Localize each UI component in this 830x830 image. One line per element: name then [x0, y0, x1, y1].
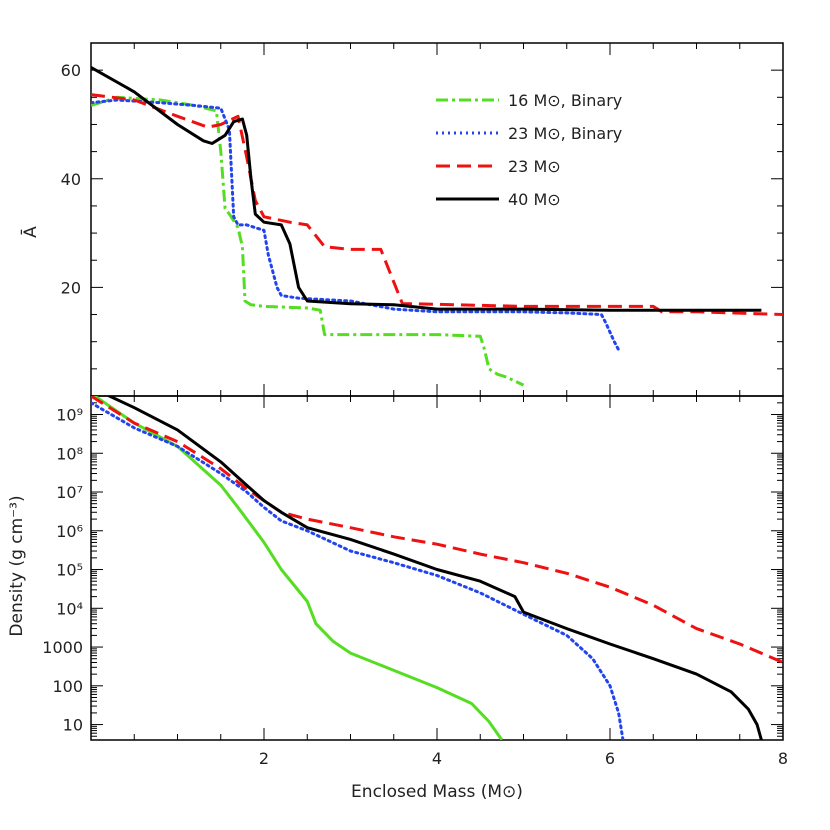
bottom-y-tick-label: 10⁸: [56, 444, 83, 463]
bottom-series-line-4: [105, 396, 763, 740]
top-y-axis-label: Ā: [19, 226, 41, 238]
bottom-y-tick-label: 100: [52, 677, 83, 696]
x-tick-label: 4: [432, 749, 442, 768]
bottom-y-tick-label: 10⁶: [56, 522, 83, 541]
top-y-tick-label: 20: [61, 278, 81, 297]
bottom-y-tick-label: 10: [63, 716, 83, 735]
top-panel-frame: [90, 42, 784, 397]
top-series-line-2: [91, 98, 621, 352]
legend: 16 M⊙, Binary 23 M⊙, Binary 23 M⊙ 40 M⊙: [436, 91, 622, 209]
bottom-y-tick-label: 1000: [42, 638, 83, 657]
x-tick-label: 2: [259, 749, 269, 768]
x-tick-label: 8: [778, 749, 788, 768]
bottom-panel: 2 4 6 8 10⁹ 10⁸ 10⁷ 10⁶ 10⁵ 10⁴ 1000 100 10: [42, 395, 788, 768]
bottom-series-line-3: [91, 396, 783, 664]
x-axis-label: Enclosed Mass (M⊙): [351, 782, 523, 802]
legend-label-1: 16 M⊙, Binary: [508, 91, 622, 110]
top-y-tick-label: 60: [61, 61, 81, 80]
bottom-y-tick-label: 10⁴: [56, 599, 83, 618]
legend-label-2: 23 M⊙, Binary: [508, 124, 622, 143]
bottom-y-tick-label: 10⁹: [56, 405, 83, 424]
x-tick-label: 6: [605, 749, 615, 768]
top-series-line-3: [91, 93, 783, 316]
bottom-series-line-2: [91, 401, 625, 740]
top-series-line-1: [91, 95, 525, 387]
legend-label-4: 40 M⊙: [508, 190, 561, 209]
bottom-y-tick-label: 10⁵: [56, 561, 83, 580]
bottom-y-axis-label: Density (g cm⁻³): [7, 495, 27, 636]
top-y-tick-label: 40: [61, 170, 81, 189]
bottom-y-tick-label: 10⁷: [56, 483, 83, 502]
bottom-series-line-1: [92, 396, 504, 740]
legend-label-3: 23 M⊙: [508, 157, 561, 176]
top-series-line-4: [91, 66, 762, 312]
top-panel: 20 40 60: [61, 42, 784, 397]
